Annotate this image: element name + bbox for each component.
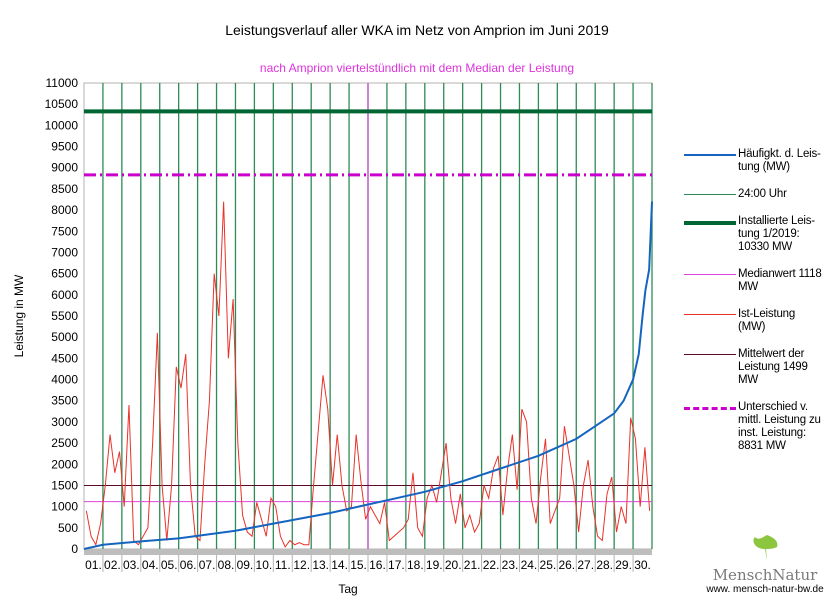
y-tick-label: 1500 xyxy=(51,478,78,492)
y-tick-label: 8000 xyxy=(51,203,78,217)
legend-item: Medianwert 1118 MW xyxy=(684,268,834,294)
y-tick-label: 7500 xyxy=(51,224,78,238)
x-tick-label: 13. xyxy=(312,558,329,572)
x-tick-label: 11. xyxy=(275,558,291,572)
y-tick-label: 7000 xyxy=(51,245,78,259)
x-tick-label: 15. xyxy=(350,558,367,572)
x-tick-label: 30. xyxy=(634,558,651,572)
x-tick-label: 20. xyxy=(445,558,462,572)
legend-swatch xyxy=(684,348,738,361)
legend-label: Häufigkt. d. Leis-tung (MW) xyxy=(738,148,821,173)
chart-subtitle: nach Amprion viertelstündlich mit dem Me… xyxy=(260,61,574,75)
chart-title: Leistungsverlauf aller WKA im Netz von A… xyxy=(225,22,609,38)
actual-power-line xyxy=(85,201,651,548)
x-tick-label: 12. xyxy=(293,558,310,572)
legend-swatch xyxy=(684,401,738,414)
x-tick-label: 02. xyxy=(104,558,121,572)
x-tick-label: 26. xyxy=(558,558,575,572)
y-tick-label: 3500 xyxy=(51,394,78,408)
legend-swatch xyxy=(684,308,738,321)
y-tick-label: 10000 xyxy=(45,118,79,132)
y-tick-label: 11000 xyxy=(46,76,79,90)
y-tick-label: 5000 xyxy=(51,330,78,344)
ginkgo-leaf-icon xyxy=(753,535,778,561)
y-tick-label: 3000 xyxy=(51,415,78,429)
x-tick-label: 21. xyxy=(464,558,481,572)
x-tick-label: 16. xyxy=(369,558,386,572)
x-tick-label: 28. xyxy=(596,558,613,572)
x-tick-label: 07. xyxy=(199,558,216,572)
y-tick-label: 500 xyxy=(58,521,78,535)
logo-url: www. mensch-natur-bw.de xyxy=(706,584,824,595)
legend-item: Häufigkt. d. Leis-tung (MW) xyxy=(684,148,834,174)
y-tick-label: 4000 xyxy=(51,373,78,387)
x-axis-label: Tag xyxy=(338,582,357,596)
y-tick-label: 9500 xyxy=(51,140,78,154)
x-tick-label: 09. xyxy=(237,558,254,572)
y-tick-label: 6000 xyxy=(51,288,78,302)
x-tick-label: 10. xyxy=(256,558,273,572)
x-tick-label: 06. xyxy=(180,558,197,572)
x-tick-label: 22. xyxy=(483,558,500,572)
legend-swatch xyxy=(684,188,738,201)
x-tick-label: 17. xyxy=(388,558,405,572)
legend-label: Ist-Leistung (MW) xyxy=(738,308,796,333)
x-tick-label: 03. xyxy=(123,558,140,572)
y-tick-label: 5500 xyxy=(51,309,78,323)
y-tick-label: 0 xyxy=(71,542,78,556)
y-tick-label: 6500 xyxy=(51,267,78,281)
legend-label: 24:00 Uhr xyxy=(738,188,787,200)
x-tick-label: 04. xyxy=(142,558,159,572)
logo-name: MenschNatur xyxy=(712,566,818,584)
legend-item: Unterschied v. mittl. Leistung zu inst. Le… xyxy=(684,401,834,453)
legend-item: 24:00 Uhr xyxy=(684,188,834,201)
legend-label: Medianwert 1118 MW xyxy=(738,268,822,293)
legend-label: Unterschied v. mittl. Leistung zu inst. Le… xyxy=(738,401,821,452)
x-tick-label: 24. xyxy=(521,558,538,572)
logo: MenschNatur www. mensch-natur-bw.de xyxy=(700,535,830,595)
x-tick-label: 19. xyxy=(426,558,443,572)
legend-label: Mittelwert der Leistung 1499 MW xyxy=(738,348,808,386)
frequency-curve xyxy=(83,201,653,550)
y-tick-label: 10500 xyxy=(45,97,79,111)
y-tick-label: 8500 xyxy=(51,182,78,196)
x-tick-label: 01. xyxy=(85,558,102,572)
y-tick-label: 2500 xyxy=(51,436,78,450)
x-tick-label: 23. xyxy=(502,558,519,572)
x-tick-label: 18. xyxy=(407,558,424,572)
x-axis-bar xyxy=(84,549,652,555)
y-tick-label: 4500 xyxy=(51,351,78,365)
legend-swatch xyxy=(684,148,738,161)
x-tick-label: 14. xyxy=(331,558,348,572)
legend-item: Mittelwert der Leistung 1499 MW xyxy=(684,348,834,387)
x-tick-label: 05. xyxy=(161,558,178,572)
x-tick-label: 25. xyxy=(540,558,557,572)
legend-swatch xyxy=(684,215,738,228)
legend-item: Installierte Leis-tung 1/2019: 10330 MW xyxy=(684,215,834,254)
legend: Häufigkt. d. Leis-tung (MW) 24:00 Uhr Inst… xyxy=(684,148,834,467)
y-tick-label: 2000 xyxy=(51,457,78,471)
x-tick-label: 27. xyxy=(577,558,594,572)
y-tick-label: 9000 xyxy=(51,161,78,175)
x-tick-label: 29. xyxy=(615,558,632,572)
legend-label: Installierte Leis-tung 1/2019: 10330 MW xyxy=(738,215,815,253)
y-axis-label: Leistung in MW xyxy=(12,274,26,357)
y-tick-label: 1000 xyxy=(51,500,78,514)
x-tick-label: 08. xyxy=(218,558,235,572)
legend-swatch xyxy=(684,268,738,281)
legend-item: Ist-Leistung (MW) xyxy=(684,308,834,334)
